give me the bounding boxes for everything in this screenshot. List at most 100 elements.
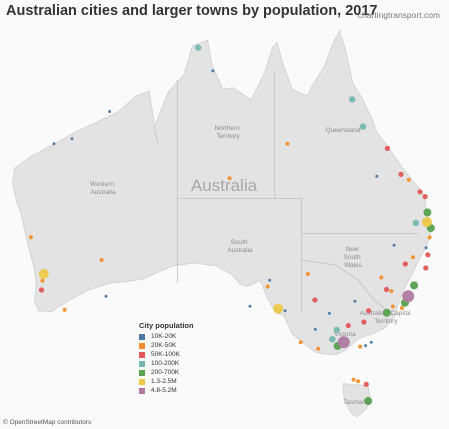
city-marker-katherine xyxy=(211,69,215,73)
legend-item: 50K-100K xyxy=(139,350,194,359)
legend: City population 10K-20K 20K-50K 50K-100K… xyxy=(139,321,194,395)
city-markers xyxy=(28,44,435,405)
source-label: chartingtransport.com xyxy=(357,10,440,20)
city-marker-cairns xyxy=(349,96,356,103)
city-marker-esperance xyxy=(104,294,108,298)
city-marker-alice-springs xyxy=(227,176,232,181)
city-marker-orange xyxy=(383,286,390,293)
northern-territory-label: Northern Territory xyxy=(214,125,241,140)
legend-item: 200-700K xyxy=(139,368,194,377)
legend-item-label: 20K-50K xyxy=(151,342,177,349)
legend-swatch xyxy=(139,387,145,394)
city-marker-port-hedland xyxy=(70,137,74,141)
city-marker-griffith xyxy=(353,299,357,303)
legend-title: City population xyxy=(139,321,194,330)
city-marker-wagga-wagga xyxy=(366,308,372,314)
city-marker-burnie xyxy=(351,377,356,382)
city-marker-kalgoorlie xyxy=(99,258,104,263)
city-marker-bunbury xyxy=(38,287,45,293)
legend-swatch xyxy=(139,378,145,385)
legend-item-label: 50K-100K xyxy=(151,351,180,358)
city-marker-mandurah xyxy=(40,278,45,283)
city-marker-geraldton xyxy=(28,235,33,240)
city-marker-perth xyxy=(38,269,49,279)
city-marker-sunshine-coast xyxy=(423,208,432,217)
city-marker-bairnsdale xyxy=(369,340,373,344)
australia-label: Australia xyxy=(191,176,258,195)
city-marker-swan-hill xyxy=(327,311,331,315)
victoria-label: Victoria xyxy=(334,331,356,338)
city-marker-canberra xyxy=(382,308,391,317)
city-marker-moree xyxy=(392,243,396,247)
city-marker-emerald xyxy=(375,174,379,178)
legend-item: 100-200K xyxy=(139,359,194,368)
legend-item: 10K-20K xyxy=(139,332,194,341)
legend-item-label: 200-700K xyxy=(151,369,180,376)
legend-item: 20K-50K xyxy=(139,341,194,350)
legend-swatch xyxy=(139,360,145,367)
city-marker-ballarat xyxy=(329,336,336,343)
city-marker-shepparton xyxy=(345,322,351,329)
legend-swatch xyxy=(139,369,145,376)
legend-swatch xyxy=(139,333,145,340)
city-marker-lismore xyxy=(427,235,432,240)
city-marker-albany xyxy=(62,307,67,312)
city-marker-mackay xyxy=(384,145,390,151)
city-marker-newcastle xyxy=(410,281,419,290)
legend-item-label: 1.3-2.5M xyxy=(151,378,177,385)
city-marker-karratha xyxy=(52,142,56,146)
legend-item-label: 100-200K xyxy=(151,360,180,367)
city-marker-darwin xyxy=(195,44,202,51)
city-marker-warrnambool xyxy=(316,346,321,351)
city-marker-port-macquarie xyxy=(423,265,429,271)
city-marker-nowra xyxy=(399,306,404,310)
city-marker-albury-wodonga xyxy=(361,319,367,325)
legend-item-label: 10K-20K xyxy=(151,333,177,340)
tasmania-label: Tasmania xyxy=(343,399,371,406)
city-marker-sale xyxy=(364,344,368,348)
city-marker-broome xyxy=(108,110,112,113)
city-marker-hervey-bay xyxy=(422,194,428,200)
city-marker-whyalla xyxy=(265,284,270,289)
city-marker-port-augusta xyxy=(268,278,272,282)
legend-item: 1.3-2.5M xyxy=(139,377,194,386)
legend-swatch xyxy=(139,342,145,349)
city-marker-rockhampton xyxy=(398,171,404,177)
city-marker-toowoomba xyxy=(412,219,420,227)
city-marker-mount-gambier xyxy=(298,340,303,345)
city-marker-coffs-harbour xyxy=(425,252,431,258)
city-marker-dubbo xyxy=(379,275,384,280)
legend-item-label: 4.8-5.2M xyxy=(151,387,177,394)
city-marker-grafton xyxy=(424,246,428,250)
city-marker-mount-isa xyxy=(285,141,290,146)
city-marker-tamworth xyxy=(402,261,408,267)
city-marker-broken-hill xyxy=(305,272,310,276)
city-marker-hobart xyxy=(364,397,373,405)
city-marker-murray-bridge xyxy=(283,309,287,313)
city-marker-adelaide xyxy=(273,303,284,314)
australia-mainland xyxy=(12,29,432,356)
city-marker-bundaberg xyxy=(417,189,423,195)
south-australia-label: South Australia xyxy=(227,239,253,254)
western-australia-label: Western Australia xyxy=(90,181,116,196)
map-credit: © OpenStreetMap contributors xyxy=(3,419,92,426)
city-marker-melbourne xyxy=(337,336,350,349)
city-marker-bendigo xyxy=(333,326,340,334)
queensland-label: Queensland xyxy=(325,127,360,134)
city-marker-mildura xyxy=(312,297,318,303)
city-marker-armidale xyxy=(411,255,415,260)
city-marker-goulburn xyxy=(390,304,395,309)
new-south-wales-label: New South Wales xyxy=(344,246,363,269)
city-marker-horsham xyxy=(313,327,317,331)
legend-item: 4.8-5.2M xyxy=(139,386,194,395)
city-marker-sydney xyxy=(402,290,415,303)
city-marker-brisbane xyxy=(422,217,432,227)
city-marker-port-lincoln xyxy=(248,304,252,308)
city-marker-launceston xyxy=(363,381,369,387)
city-marker-devonport xyxy=(356,379,361,384)
city-marker-gladstone xyxy=(406,177,411,182)
state-borders xyxy=(176,70,418,316)
city-marker-bathurst xyxy=(389,289,394,294)
